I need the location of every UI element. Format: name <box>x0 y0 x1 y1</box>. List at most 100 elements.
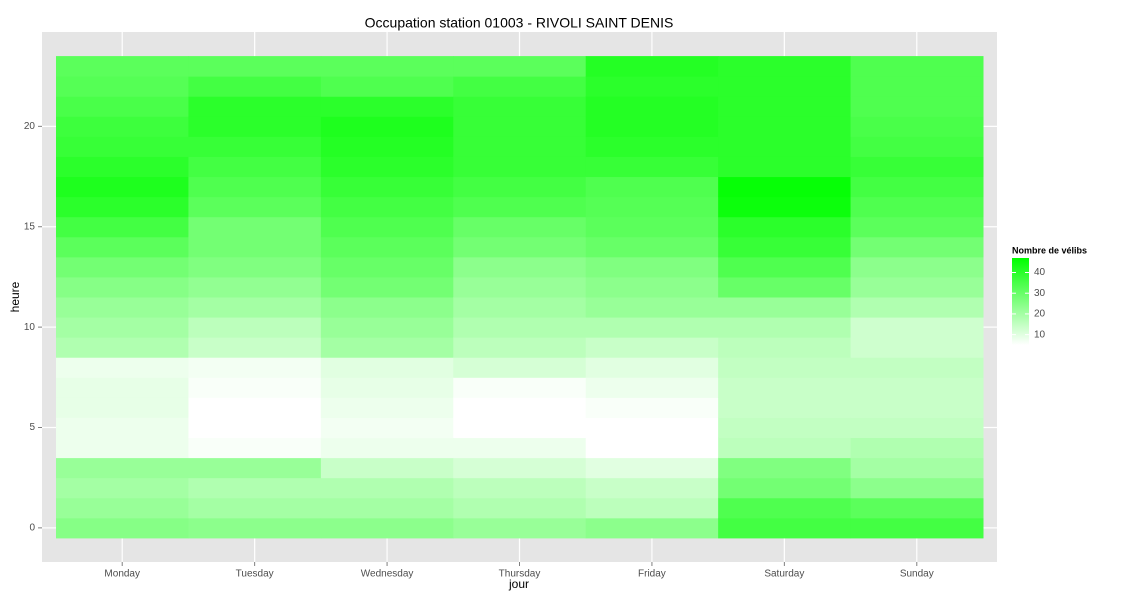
tile <box>585 337 719 358</box>
tile <box>453 116 587 137</box>
x-tick-label: Monday <box>104 569 140 580</box>
tile <box>718 517 852 539</box>
tile <box>585 196 719 218</box>
tile <box>56 317 189 338</box>
tile <box>56 256 189 278</box>
tile <box>453 377 587 398</box>
tile <box>453 236 587 258</box>
legend-tick-label: 40 <box>1034 267 1046 278</box>
tile <box>850 136 984 157</box>
tile <box>585 256 719 278</box>
tile <box>585 437 719 459</box>
tile <box>718 297 852 318</box>
legend-tick-label: 10 <box>1034 329 1046 340</box>
tile <box>56 397 189 418</box>
tile <box>56 297 189 318</box>
tile <box>850 397 984 418</box>
tile <box>585 276 719 298</box>
tile <box>320 477 454 499</box>
tile <box>718 457 852 479</box>
tile <box>56 136 189 157</box>
tile <box>320 297 454 318</box>
tile <box>850 477 984 499</box>
tile <box>585 236 719 258</box>
y-axis-title: heure <box>8 281 22 312</box>
legend-title: Nombre de vélibs <box>1012 245 1087 255</box>
tile <box>850 417 984 439</box>
tile <box>56 477 189 499</box>
legend-tick-label: 30 <box>1034 288 1046 299</box>
tile <box>718 437 852 459</box>
x-tick-label: Saturday <box>764 569 804 580</box>
tile <box>320 76 454 97</box>
tile <box>850 176 984 198</box>
tile <box>453 256 587 278</box>
tile <box>188 377 322 398</box>
tile <box>188 116 322 137</box>
tile <box>320 276 454 298</box>
tile <box>718 236 852 258</box>
tile <box>718 136 852 157</box>
tile <box>718 337 852 358</box>
tile <box>718 417 852 439</box>
tile <box>188 236 322 258</box>
tile <box>56 457 189 479</box>
tile <box>188 156 322 178</box>
tile <box>320 96 454 117</box>
tile <box>453 56 587 77</box>
tile <box>188 337 322 358</box>
tile <box>453 76 587 97</box>
tile <box>850 317 984 338</box>
tile <box>718 176 852 198</box>
tile <box>453 337 587 358</box>
tile <box>585 517 719 539</box>
tile <box>188 76 322 97</box>
tile <box>320 357 454 378</box>
tile <box>585 216 719 238</box>
tile <box>585 116 719 137</box>
tile <box>718 56 852 77</box>
tile <box>56 96 189 117</box>
tile <box>850 76 984 97</box>
y-tick-label: 5 <box>29 422 35 433</box>
tile <box>718 96 852 117</box>
tile <box>56 56 189 77</box>
tile <box>188 216 322 238</box>
tile <box>718 116 852 137</box>
x-tick-label: Sunday <box>900 569 934 580</box>
x-axis-title: jour <box>508 577 529 591</box>
tile <box>453 357 587 378</box>
tile <box>320 56 454 77</box>
tile <box>188 56 322 77</box>
tile <box>453 276 587 298</box>
x-tick-label: Friday <box>638 569 666 580</box>
tile <box>320 457 454 479</box>
tile <box>188 477 322 499</box>
tile <box>453 397 587 418</box>
tile <box>320 216 454 238</box>
tile <box>453 497 587 519</box>
tile <box>718 216 852 238</box>
tile <box>320 437 454 459</box>
tile <box>850 457 984 479</box>
tile <box>850 497 984 519</box>
tile <box>188 196 322 218</box>
tile <box>188 417 322 439</box>
tile <box>850 377 984 398</box>
tile <box>453 457 587 479</box>
tile <box>188 317 322 338</box>
tile <box>718 276 852 298</box>
tile <box>320 176 454 198</box>
tile <box>453 156 587 178</box>
tile <box>585 297 719 318</box>
tile <box>718 196 852 218</box>
tile <box>188 357 322 378</box>
tile <box>188 276 322 298</box>
tile <box>850 337 984 358</box>
tile <box>850 437 984 459</box>
tile <box>188 297 322 318</box>
tile <box>320 377 454 398</box>
legend-tick-label: 20 <box>1034 309 1046 320</box>
tile <box>320 417 454 439</box>
tile <box>850 517 984 539</box>
